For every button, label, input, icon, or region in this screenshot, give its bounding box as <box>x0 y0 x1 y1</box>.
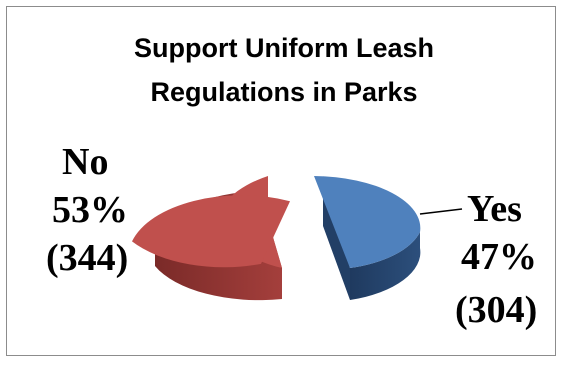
yes-percent-label: 47% <box>461 236 537 278</box>
no-percent-label: 53% <box>52 189 128 231</box>
no-name-label: No <box>62 141 108 183</box>
chart-title-line-1: Support Uniform Leash <box>133 33 434 63</box>
no-count-label: (344) <box>46 237 128 279</box>
pie-slice-yes <box>314 176 421 268</box>
chart-title-line-2: Regulations in Parks <box>150 77 418 107</box>
pie-slice-yes-curve <box>350 232 421 300</box>
yes-name-label: Yes <box>467 188 522 230</box>
pie-slice-no <box>132 195 290 268</box>
yes-leader-line <box>419 208 463 215</box>
yes-count-label: (304) <box>455 289 537 331</box>
chart-title: Support Uniform Leash Regulations in Par… <box>0 26 568 114</box>
